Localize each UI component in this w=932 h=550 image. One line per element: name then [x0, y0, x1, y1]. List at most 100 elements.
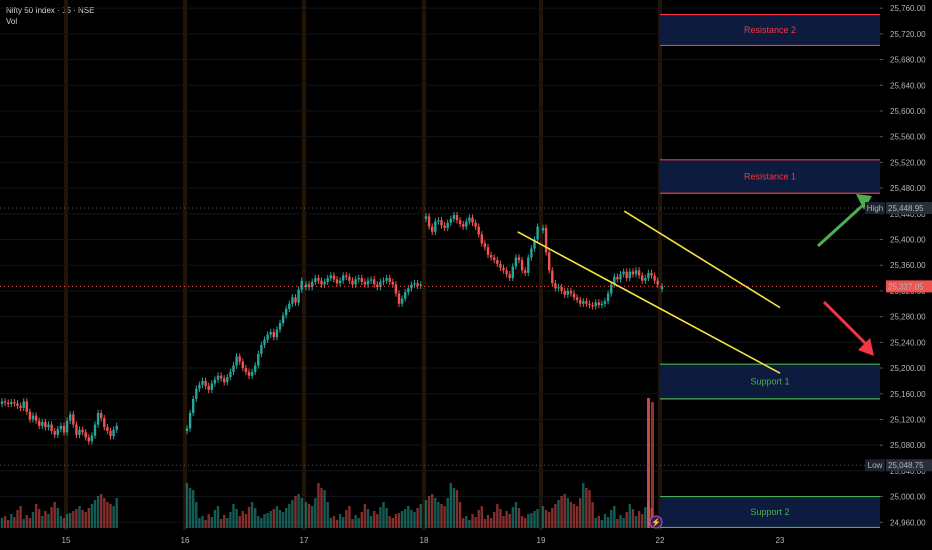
candle — [400, 298, 404, 304]
candle — [499, 263, 502, 268]
tag-value: 25,448.95 — [888, 204, 924, 213]
volume-bar — [342, 517, 345, 528]
volume-bar — [109, 504, 112, 528]
volume-bar — [232, 504, 235, 528]
candle — [619, 274, 622, 280]
volume-bar — [434, 498, 437, 528]
candle — [323, 281, 326, 285]
candle — [631, 271, 635, 275]
volume-bar — [297, 494, 300, 528]
lightning-icon[interactable] — [649, 515, 663, 529]
y-tick-label: 25,160.00 — [890, 390, 926, 399]
volume-bar — [437, 502, 440, 528]
volume-bar — [502, 516, 505, 528]
candle — [530, 248, 533, 258]
candle — [232, 365, 235, 372]
candle — [446, 222, 449, 228]
volume-bar — [28, 518, 32, 528]
candle — [554, 283, 557, 289]
volume-bar — [25, 515, 28, 528]
candle — [511, 266, 514, 279]
volume-bar — [260, 518, 263, 528]
candle — [486, 247, 490, 255]
candle — [96, 413, 100, 425]
candle — [345, 275, 348, 277]
candle — [474, 222, 477, 227]
candle — [502, 267, 505, 271]
time-axis: 15 16 17 18 19 22 23 — [62, 536, 785, 545]
volume-bar — [462, 518, 465, 528]
volume-bar — [468, 520, 471, 528]
zone-resistance — [660, 14, 880, 46]
candle — [3, 401, 7, 403]
volume-bar — [84, 512, 87, 528]
volume-bar — [207, 514, 210, 528]
candle — [22, 401, 25, 408]
volume-bar — [219, 519, 223, 528]
candle — [489, 254, 493, 258]
candle — [533, 239, 536, 249]
volume-bar — [391, 518, 394, 528]
volume-bar — [304, 502, 308, 528]
volume-bar — [96, 496, 100, 528]
channel-line — [517, 231, 781, 374]
arrow-down-head — [858, 338, 874, 356]
volume-bar — [376, 514, 379, 528]
volume-bar — [269, 511, 272, 528]
candle — [219, 375, 223, 379]
volume-bar — [382, 502, 385, 528]
volume-bar — [449, 483, 452, 528]
candle — [326, 278, 329, 282]
volume-bar — [278, 510, 282, 528]
candle — [7, 402, 10, 405]
candle — [272, 332, 275, 338]
candle — [622, 271, 625, 275]
candle — [112, 429, 115, 437]
volume-bar — [338, 514, 342, 528]
volume-bar — [628, 504, 631, 528]
volume-bar — [100, 494, 103, 528]
candle — [563, 290, 566, 295]
candle — [582, 301, 585, 304]
grid — [0, 7, 880, 523]
volume-bar — [452, 488, 456, 528]
volume-bar — [320, 488, 323, 528]
y-tick-label: 25,200.00 — [890, 364, 926, 373]
volume-bar — [72, 511, 75, 528]
volume-bar — [644, 507, 647, 528]
tag-prefix-bg — [865, 459, 885, 472]
candle — [437, 220, 440, 222]
candle — [360, 278, 363, 282]
candle — [81, 429, 84, 433]
tag-prefix: High — [867, 204, 883, 213]
candle — [84, 432, 87, 438]
candle — [477, 226, 480, 235]
zone-support — [660, 496, 880, 528]
candle — [594, 302, 597, 307]
volume-bar — [489, 518, 493, 528]
candle — [424, 216, 428, 219]
candle — [78, 429, 81, 435]
volume-bar — [455, 490, 459, 528]
y-tick-label: 25,520.00 — [890, 158, 926, 167]
volume-bar — [416, 508, 419, 528]
volume-bar — [31, 512, 35, 528]
volume-bar — [622, 518, 625, 528]
candle — [427, 216, 431, 227]
candle — [634, 270, 638, 275]
candle — [449, 218, 452, 223]
volume-bar — [198, 518, 201, 528]
candle — [410, 284, 413, 289]
candle — [291, 297, 294, 304]
volume-bar — [606, 517, 610, 528]
volume-bar — [7, 520, 10, 528]
volume-bar — [257, 516, 260, 528]
candle — [536, 226, 539, 240]
candle — [47, 424, 50, 428]
volume-bar — [557, 500, 560, 528]
volume-bar — [610, 510, 613, 528]
volume-bar — [34, 504, 38, 528]
volume-bar — [603, 514, 607, 528]
volume-bar — [247, 507, 251, 528]
